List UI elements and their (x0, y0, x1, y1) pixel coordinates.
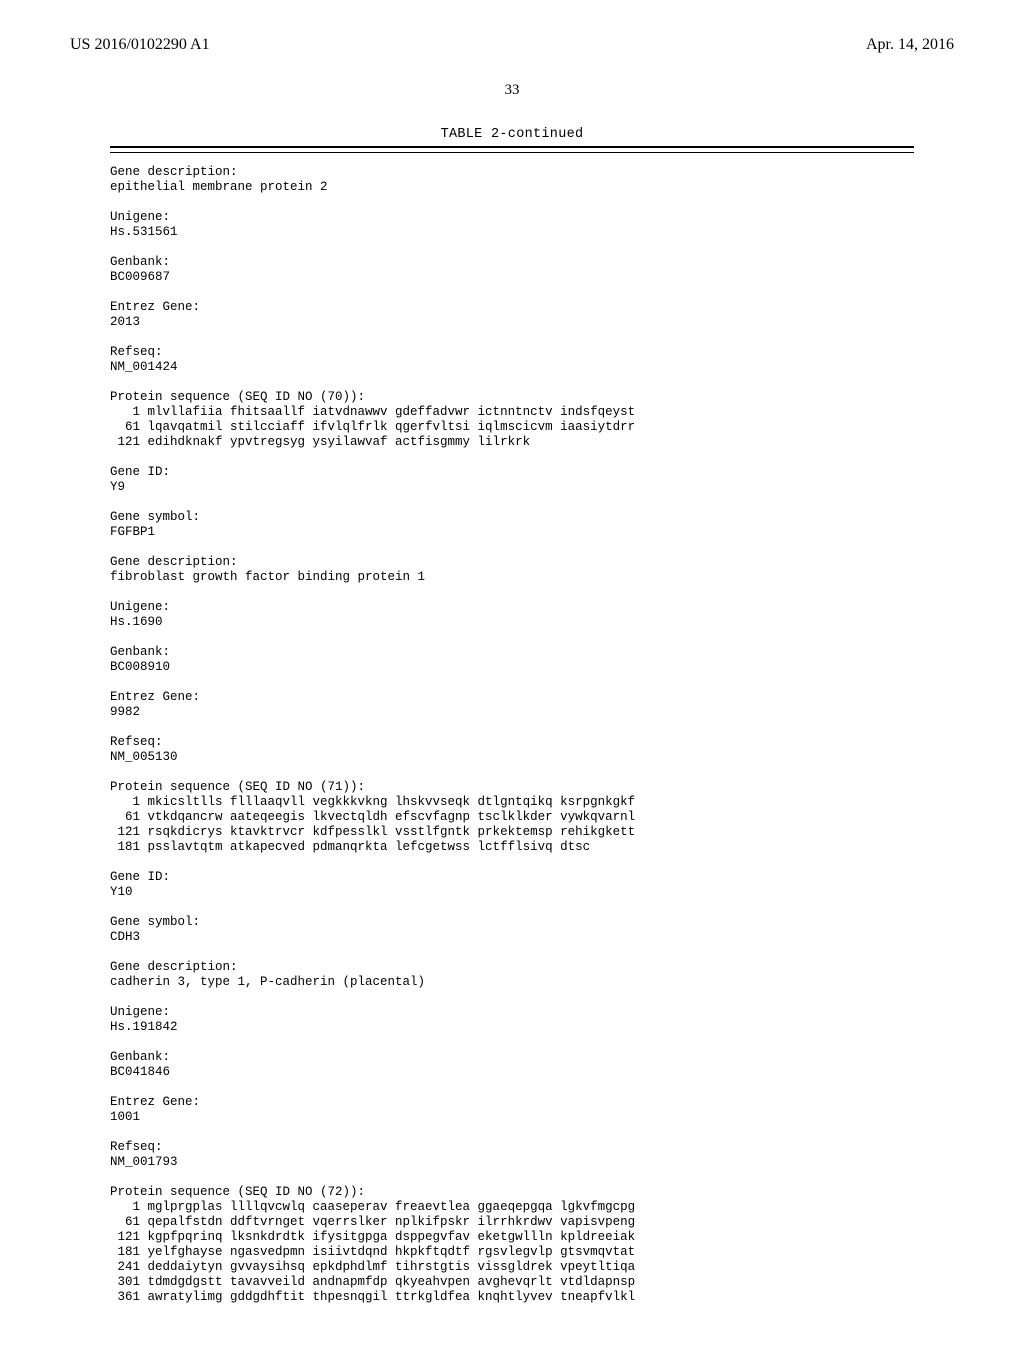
gene-symbol-value-2: FGFBP1 (110, 525, 155, 539)
gene-id-label-3: Gene ID: (110, 870, 170, 884)
protein-header-3: Protein sequence (SEQ ID NO (72)): (110, 1185, 365, 1199)
genbank-value: BC009687 (110, 270, 170, 284)
gene-desc-value: epithelial membrane protein 2 (110, 180, 328, 194)
entrez-label: Entrez Gene: (110, 300, 200, 314)
entrez-label-2: Entrez Gene: (110, 690, 200, 704)
entrez-value-3: 1001 (110, 1110, 140, 1124)
gene-symbol-label-2: Gene symbol: (110, 510, 200, 524)
unigene-value-3: Hs.191842 (110, 1020, 178, 1034)
protein-seq-3-line-5: 241 deddaiytyn gvvaysihsq epkdphdlmf tih… (110, 1260, 635, 1274)
protein-seq-1-line-3: 121 edihdknakf ypvtregsyg ysyilawvaf act… (110, 435, 530, 449)
refseq-label: Refseq: (110, 345, 163, 359)
refseq-label-2: Refseq: (110, 735, 163, 749)
table-caption: TABLE 2-continued (70, 127, 954, 142)
protein-seq-2-line-1: 1 mkicsltlls flllaaqvll vegkkkvkng lhskv… (110, 795, 635, 809)
gene-id-value-2: Y9 (110, 480, 125, 494)
gene-id-value-3: Y10 (110, 885, 133, 899)
protein-header-2: Protein sequence (SEQ ID NO (71)): (110, 780, 365, 794)
entrez-value: 2013 (110, 315, 140, 329)
genbank-value-3: BC041846 (110, 1065, 170, 1079)
refseq-value-3: NM_001793 (110, 1155, 178, 1169)
refseq-value-2: NM_005130 (110, 750, 178, 764)
unigene-label: Unigene: (110, 210, 170, 224)
protein-seq-2-line-2: 61 vtkdqancrw aateqeegis lkvectqldh efsc… (110, 810, 635, 824)
patent-date: Apr. 14, 2016 (866, 36, 954, 54)
patent-number: US 2016/0102290 A1 (70, 36, 210, 54)
gene-desc-label-2: Gene description: (110, 555, 238, 569)
protein-seq-3-line-7: 361 awratylimg gddgdhftit thpesnqgil ttr… (110, 1290, 635, 1304)
protein-seq-3-line-1: 1 mglprgplas llllqvcwlq caaseperav freae… (110, 1200, 635, 1214)
unigene-value: Hs.531561 (110, 225, 178, 239)
protein-seq-3-line-2: 61 qepalfstdn ddftvrnget vqerrslker nplk… (110, 1215, 635, 1229)
refseq-value: NM_001424 (110, 360, 178, 374)
gene-desc-label: Gene description: (110, 165, 238, 179)
protein-seq-3-line-3: 121 kgpfpqrinq lksnkdrdtk ifysitgpga dsp… (110, 1230, 635, 1244)
gene-symbol-label-3: Gene symbol: (110, 915, 200, 929)
gene-symbol-value-3: CDH3 (110, 930, 140, 944)
protein-seq-1-line-1: 1 mlvllafiia fhitsaallf iatvdnawwv gdeff… (110, 405, 635, 419)
refseq-label-3: Refseq: (110, 1140, 163, 1154)
protein-seq-2-line-4: 181 psslavtqtm atkapecved pdmanqrkta lef… (110, 840, 590, 854)
genbank-value-2: BC008910 (110, 660, 170, 674)
entrez-label-3: Entrez Gene: (110, 1095, 200, 1109)
protein-seq-1-line-2: 61 lqavqatmil stilcciaff ifvlqlfrlk qger… (110, 420, 635, 434)
table-body: Gene description: epithelial membrane pr… (110, 165, 914, 1305)
page-number: 33 (70, 82, 954, 99)
protein-seq-3-line-4: 181 yelfghayse ngasvedpmn isiivtdqnd hkp… (110, 1245, 635, 1259)
gene-id-label-2: Gene ID: (110, 465, 170, 479)
gene-desc-value-3: cadherin 3, type 1, P-cadherin (placenta… (110, 975, 425, 989)
genbank-label-2: Genbank: (110, 645, 170, 659)
protein-header-1: Protein sequence (SEQ ID NO (70)): (110, 390, 365, 404)
gene-desc-value-2: fibroblast growth factor binding protein… (110, 570, 425, 584)
genbank-label: Genbank: (110, 255, 170, 269)
protein-seq-2-line-3: 121 rsqkdicrys ktavktrvcr kdfpesslkl vss… (110, 825, 635, 839)
rule-top-thin (110, 152, 914, 153)
genbank-label-3: Genbank: (110, 1050, 170, 1064)
unigene-label-2: Unigene: (110, 600, 170, 614)
rule-top-thick (110, 146, 914, 148)
unigene-label-3: Unigene: (110, 1005, 170, 1019)
unigene-value-2: Hs.1690 (110, 615, 163, 629)
protein-seq-3-line-6: 301 tdmdgdgstt tavavveild andnapmfdp qky… (110, 1275, 635, 1289)
gene-desc-label-3: Gene description: (110, 960, 238, 974)
entrez-value-2: 9982 (110, 705, 140, 719)
